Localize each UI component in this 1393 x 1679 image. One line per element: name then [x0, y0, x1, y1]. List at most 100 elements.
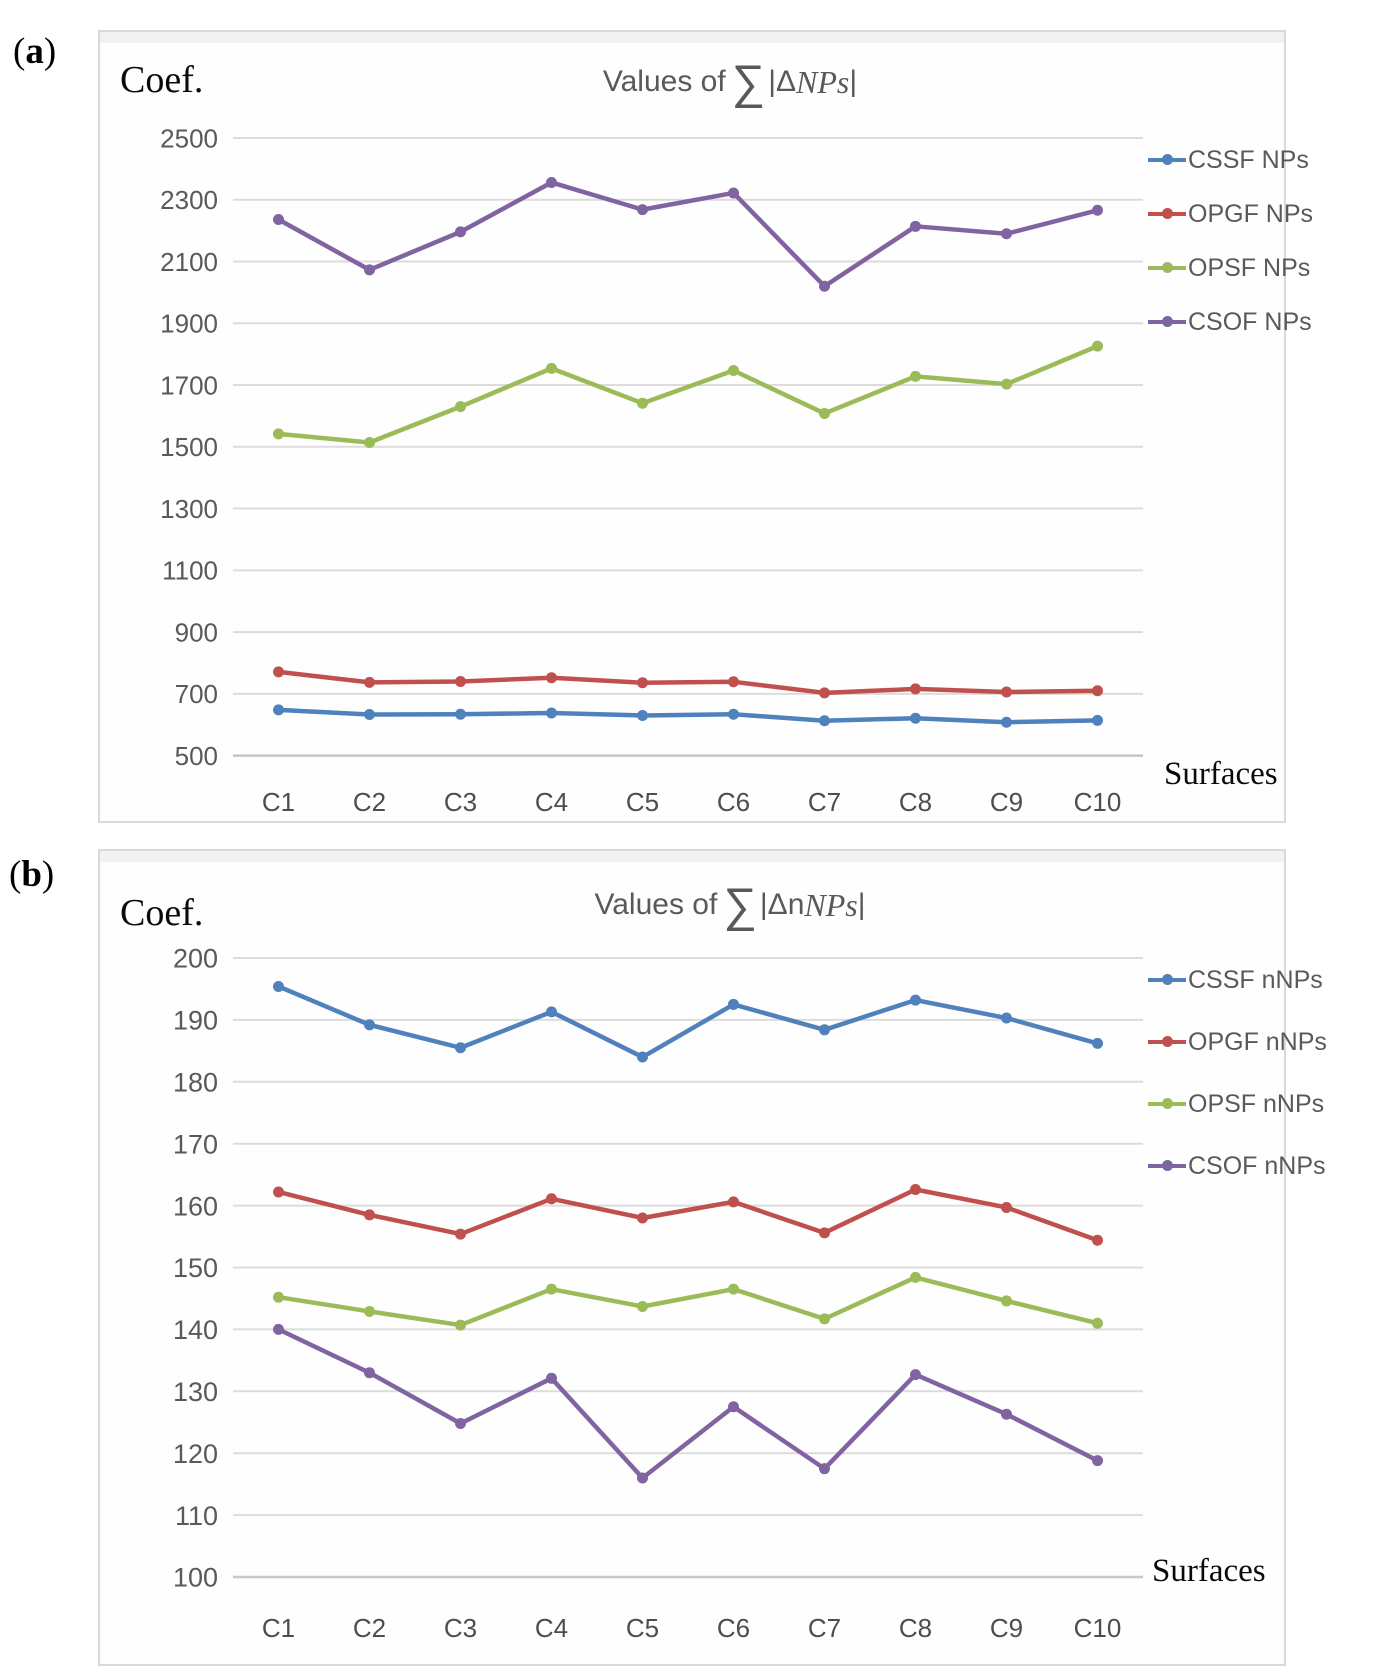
data-point-marker: [819, 1227, 830, 1239]
data-point-marker: [637, 1051, 648, 1063]
x-tick-label: C9: [990, 787, 1023, 817]
legend: CSSF nNPs OPGF nNPs OPSF nNPs CSOF nNPs: [1148, 966, 1327, 1214]
series-line-OPGF-nNPs: [276, 1187, 1100, 1243]
data-point-marker: [728, 708, 739, 720]
data-point-marker: [546, 362, 557, 374]
legend-line-marker-icon: [1148, 262, 1186, 273]
y-tick-label: 200: [173, 944, 218, 974]
y-tick-label: 150: [173, 1253, 218, 1283]
data-point-marker: [273, 1291, 284, 1303]
data-point-marker: [273, 980, 284, 992]
y-tick-label: 120: [173, 1439, 218, 1469]
x-tick-label: C2: [353, 787, 386, 817]
legend-label: CSOF nNPs: [1188, 1151, 1326, 1180]
data-point-marker: [546, 707, 557, 719]
data-point-marker: [546, 1283, 557, 1295]
data-point-marker: [819, 407, 830, 419]
y-tick-label: 170: [173, 1129, 218, 1159]
data-point-marker: [910, 220, 921, 232]
chart-title: Values of ∑ |Δ n NPs |: [190, 878, 1270, 931]
paren: (: [9, 854, 22, 895]
panel-letter: b: [21, 854, 42, 895]
x-tick-label: C4: [535, 787, 568, 817]
y-tick-label: 2100: [160, 247, 218, 277]
legend-item: OPSF NPs: [1148, 254, 1313, 282]
y-tick-label: 1700: [160, 370, 218, 400]
y-tick-label: 190: [173, 1006, 218, 1036]
y-axis-title: Coef.: [120, 892, 204, 934]
data-point-marker: [1092, 1234, 1103, 1246]
x-tick-label: C10: [1074, 787, 1122, 817]
data-point-marker: [1001, 1408, 1012, 1420]
legend-dot-icon: [1162, 208, 1173, 219]
data-point-marker: [273, 428, 284, 440]
legend-label: CSSF nNPs: [1188, 965, 1323, 994]
chart-panel-a: Coef. Values of ∑ |Δ NPs | 2500 2300 2100 1…: [98, 30, 1313, 823]
y-tick-label: 110: [175, 1501, 218, 1531]
data-point-marker: [1001, 228, 1012, 240]
legend-dot-icon: [1162, 1160, 1173, 1171]
data-point-marker: [455, 708, 466, 720]
series-line-OPSF-NPs: [276, 343, 1100, 445]
data-point-marker: [273, 666, 284, 678]
data-point-marker: [1092, 204, 1103, 216]
y-tick-label: 1900: [160, 309, 218, 339]
data-point-marker: [273, 704, 284, 716]
y-axis-title: Coef.: [120, 59, 204, 101]
data-point-marker: [819, 280, 830, 292]
data-point-marker: [910, 1184, 921, 1196]
data-point-marker: [455, 226, 466, 238]
x-tick-label: C7: [808, 787, 841, 817]
data-point-marker: [819, 715, 830, 727]
data-point-marker: [364, 1209, 375, 1221]
data-point-marker: [364, 1019, 375, 1031]
legend-line-marker-icon: [1148, 154, 1186, 165]
series-line-OPSF-nNPs: [276, 1275, 1100, 1328]
data-point-marker: [455, 675, 466, 687]
legend-label: CSOF NPs: [1188, 307, 1312, 336]
plot-area: 200 190 180 170 160 150 140 130 120 110 100 C1 C2 C3 C…: [173, 944, 1143, 1643]
paren: ): [41, 854, 55, 895]
y-tick-label: 2500: [160, 123, 218, 153]
x-tick-label: C8: [899, 787, 932, 817]
data-point-marker: [364, 709, 375, 721]
legend-label: CSSF NPs: [1188, 145, 1309, 174]
data-point-marker: [910, 1271, 921, 1283]
data-point-marker: [455, 401, 466, 413]
legend-item: OPGF NPs: [1148, 200, 1313, 228]
data-point-marker: [273, 214, 284, 226]
data-point-marker: [1001, 1295, 1012, 1307]
legend-item: CSSF NPs: [1148, 146, 1313, 174]
sigma-symbol: ∑: [731, 55, 766, 108]
plot-area: 2500 2300 2100 1900 1700 1500 1300 1100 900 700 50…: [160, 123, 1143, 817]
title-prefix: Values of: [594, 888, 718, 921]
x-tick-label: C8: [899, 1613, 932, 1643]
data-point-marker: [637, 709, 648, 721]
x-tick-label: C3: [444, 1613, 477, 1643]
legend-line-marker-icon: [1148, 1036, 1186, 1047]
legend: CSSF NPs OPGF NPs OPSF NPs CSOF NPs: [1148, 146, 1313, 362]
title-italic: NPs: [796, 63, 850, 100]
x-tick-label: C6: [717, 787, 750, 817]
data-point-marker: [910, 683, 921, 695]
legend-line-marker-icon: [1148, 974, 1186, 985]
panel-letter: a: [25, 31, 44, 72]
data-point-marker: [637, 397, 648, 409]
legend-line-marker-icon: [1148, 1160, 1186, 1171]
series-line-CSSF-NPs: [276, 707, 1100, 725]
data-point-marker: [728, 365, 739, 377]
x-tick-label: C2: [353, 1613, 386, 1643]
legend-dot-icon: [1162, 1098, 1173, 1109]
sigma-symbol: ∑: [723, 878, 757, 931]
data-point-marker: [637, 677, 648, 689]
data-point-marker: [364, 264, 375, 276]
title-upright: n: [787, 888, 805, 921]
y-tick-label: 1500: [160, 432, 218, 462]
y-tick-label: 160: [173, 1191, 218, 1221]
data-point-marker: [1001, 716, 1012, 728]
data-point-marker: [728, 1283, 739, 1295]
chart-title: Values of ∑ |Δ NPs |: [190, 55, 1270, 108]
legend-item: OPSF nNPs: [1148, 1090, 1327, 1118]
series-line-CSOF-nNPs: [276, 1327, 1100, 1481]
